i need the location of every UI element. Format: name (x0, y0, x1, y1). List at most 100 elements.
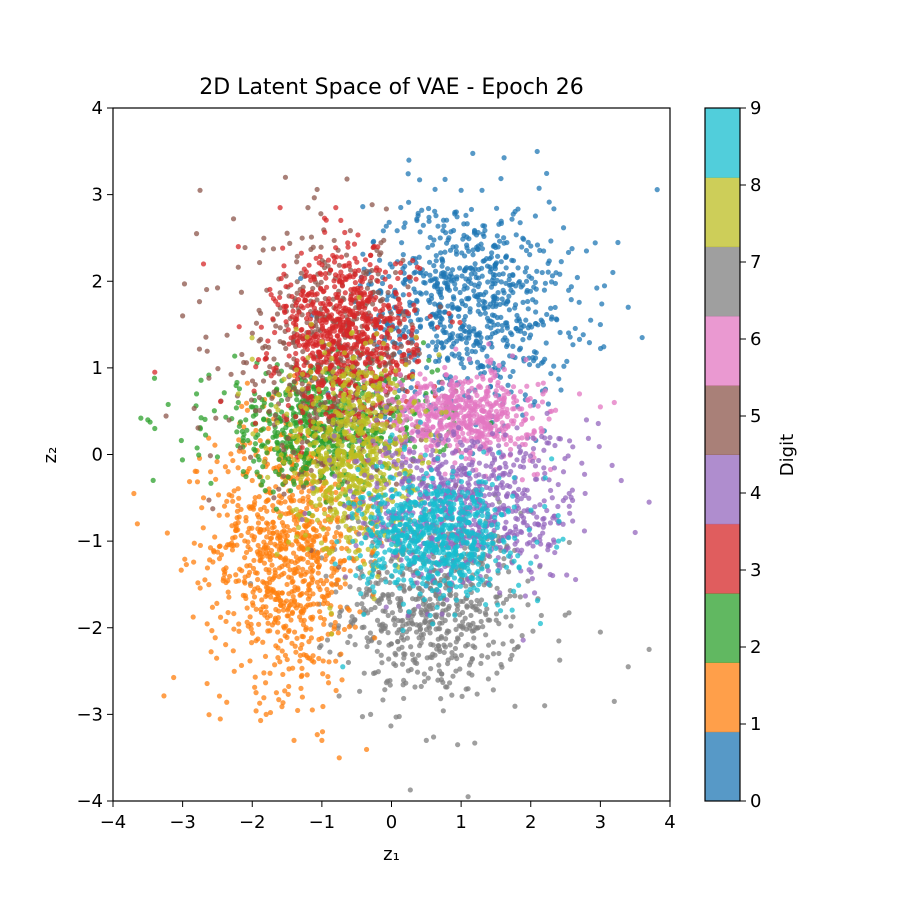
data-point (459, 405, 465, 411)
data-point (414, 217, 420, 224)
data-point (347, 228, 353, 234)
data-point (151, 375, 158, 381)
data-point (236, 578, 242, 584)
data-point (265, 620, 271, 626)
data-point (240, 468, 246, 475)
data-point (499, 327, 505, 333)
data-point (257, 438, 263, 444)
data-point (364, 349, 370, 355)
data-point (503, 614, 509, 620)
data-point (249, 477, 255, 484)
data-point (442, 471, 448, 477)
data-point (462, 545, 468, 551)
data-point (475, 384, 481, 390)
data-point (319, 262, 325, 268)
data-point (272, 412, 278, 418)
data-point (501, 366, 508, 373)
data-point (494, 233, 500, 239)
data-point (448, 406, 454, 412)
data-point (370, 239, 376, 245)
data-point (277, 205, 283, 211)
data-point (399, 644, 405, 650)
data-point (299, 694, 305, 700)
data-point (336, 755, 342, 761)
data-point (536, 185, 542, 191)
data-point (368, 350, 374, 357)
data-point (522, 441, 528, 448)
data-point (359, 390, 365, 397)
data-point (251, 458, 257, 464)
data-point (152, 425, 158, 432)
data-point (286, 505, 292, 511)
data-point (249, 378, 256, 384)
data-point (244, 407, 251, 413)
data-point (426, 357, 432, 363)
data-point (319, 729, 326, 735)
data-point (283, 303, 289, 309)
data-point (206, 582, 212, 588)
data-point (263, 604, 269, 610)
data-point (349, 297, 355, 303)
data-point (305, 596, 311, 602)
data-point (281, 491, 287, 497)
data-point (269, 395, 275, 401)
data-point (323, 573, 329, 579)
data-point (206, 375, 212, 381)
data-point (525, 397, 531, 403)
data-point (182, 556, 188, 562)
data-point (287, 240, 293, 246)
data-point (216, 512, 222, 518)
data-point (298, 291, 304, 298)
data-point (484, 398, 490, 404)
data-point (496, 238, 503, 244)
data-point (381, 359, 387, 366)
data-point (510, 272, 516, 279)
data-point (474, 374, 480, 380)
data-point (376, 257, 383, 263)
data-point (272, 468, 279, 475)
data-point (317, 300, 324, 307)
data-point (524, 289, 530, 295)
data-point (309, 350, 316, 356)
data-point (258, 609, 264, 616)
data-point (301, 362, 307, 368)
data-point (228, 371, 234, 377)
data-point (333, 245, 339, 251)
data-point (247, 546, 253, 553)
data-point (478, 334, 484, 341)
data-point (442, 176, 448, 182)
data-point (484, 353, 490, 359)
data-point (256, 474, 263, 480)
data-point (437, 304, 443, 310)
data-point (452, 617, 458, 623)
data-point (462, 615, 468, 621)
data-point (315, 357, 321, 363)
data-point (275, 302, 281, 308)
data-point (242, 555, 248, 561)
data-point (333, 529, 340, 536)
data-point (438, 635, 444, 641)
data-point (342, 581, 348, 587)
data-point (255, 432, 261, 438)
data-point (214, 458, 220, 465)
data-point (509, 638, 515, 644)
data-point (297, 652, 303, 659)
data-point (499, 407, 505, 414)
data-point (260, 639, 266, 645)
data-point (465, 621, 472, 628)
data-point (427, 630, 433, 636)
data-point (441, 274, 447, 280)
data-point (336, 344, 343, 350)
data-point (199, 505, 205, 511)
data-point (253, 708, 259, 714)
data-point (372, 635, 378, 641)
data-point (255, 520, 262, 526)
data-point (457, 326, 464, 332)
data-point (510, 368, 516, 375)
data-point (548, 305, 554, 311)
data-point (323, 411, 329, 417)
data-point (452, 645, 459, 652)
data-point (300, 348, 306, 355)
data-point (409, 651, 415, 657)
data-point (510, 384, 517, 390)
